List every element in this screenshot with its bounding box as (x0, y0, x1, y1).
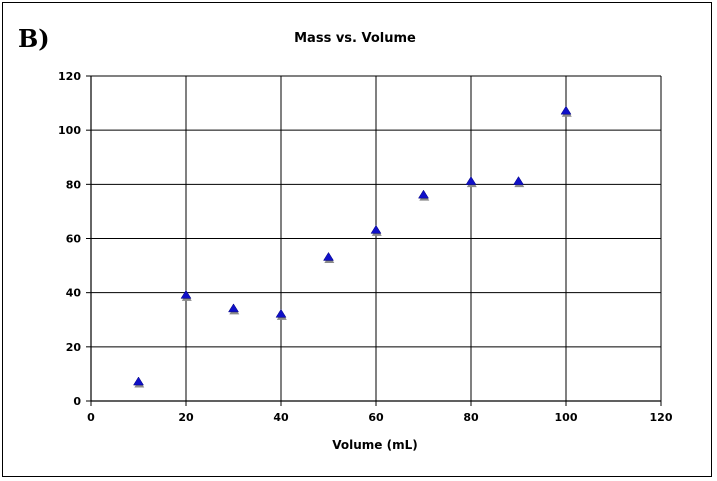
x-tick-label: 80 (463, 411, 479, 424)
data-points (133, 105, 572, 388)
data-point (465, 176, 477, 185)
y-tick-label: 40 (66, 287, 82, 300)
x-tick-label: 20 (178, 411, 194, 424)
y-tick-label: 100 (58, 124, 81, 137)
panel-label: B) (18, 24, 50, 53)
data-point (133, 376, 144, 386)
y-tick-label: 20 (66, 341, 82, 354)
x-tick-label: 40 (273, 411, 289, 424)
tick-labels: 0 20 40 60 80 100 120 0 20 40 60 80 100 120 (58, 70, 673, 424)
y-tick-label: 80 (66, 178, 82, 191)
y-tick-label: 0 (73, 395, 81, 408)
x-axis-label: Volume (mL) (332, 438, 417, 452)
x-tick-label: 60 (368, 411, 384, 424)
data-point (513, 176, 524, 185)
data-point (228, 303, 239, 313)
axes (86, 75, 662, 406)
data-point (560, 105, 572, 115)
data-point (323, 251, 334, 261)
x-tick-label: 100 (555, 411, 578, 424)
y-tick-label: 120 (58, 70, 81, 83)
x-tick-label: 120 (650, 411, 673, 424)
x-tick-label: 0 (87, 411, 95, 424)
data-point (370, 224, 382, 234)
chart-frame (2, 2, 712, 477)
y-tick-label: 60 (66, 233, 82, 246)
chart-title: Mass vs. Volume (294, 31, 416, 46)
grid (91, 75, 662, 401)
data-point (180, 289, 192, 299)
data-point (275, 308, 287, 318)
data-point (418, 189, 429, 199)
